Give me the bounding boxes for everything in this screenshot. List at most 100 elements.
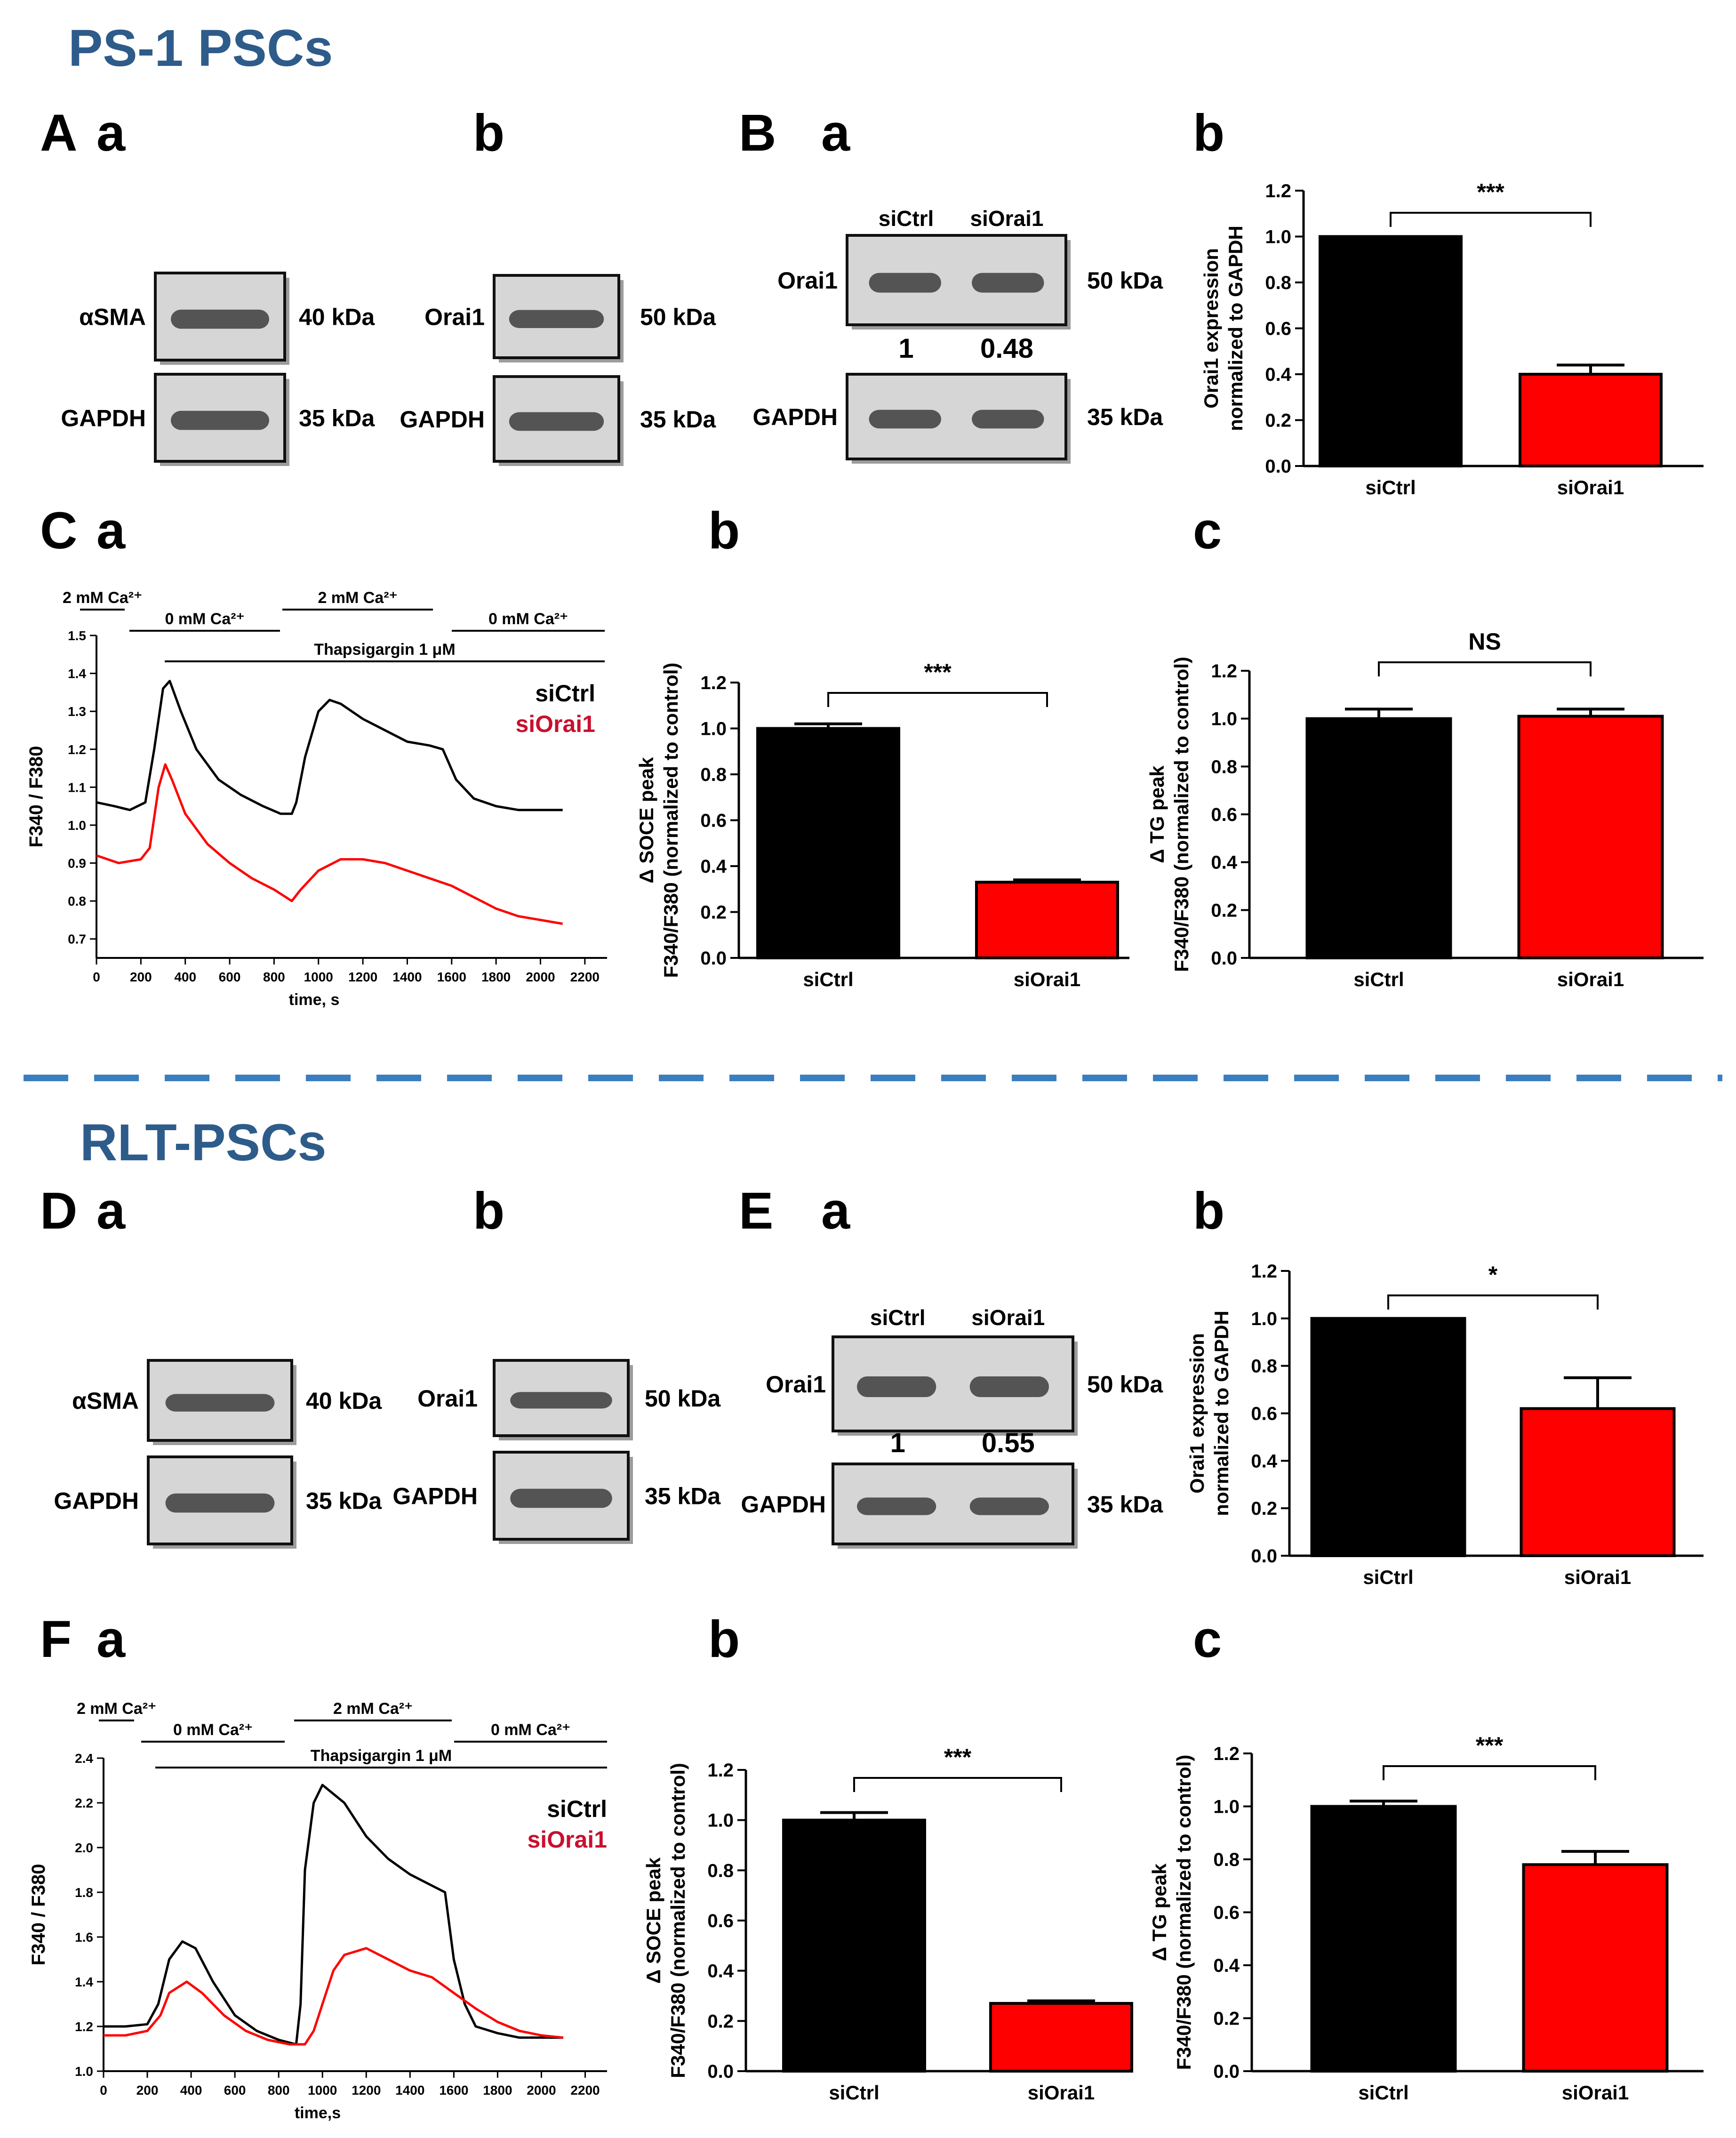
y-tick-label: 0.6 bbox=[1265, 319, 1291, 339]
blot-protein-label: Orai1 bbox=[424, 304, 485, 330]
line-chart-C-a: 0 200 400 600 800 1000 1200 1400 1600 1800 2000 220… bbox=[26, 589, 607, 1009]
panel-letter-C-c: c bbox=[1193, 502, 1222, 560]
blot-protein-label: Orai1 bbox=[417, 1385, 478, 1412]
trace-siorai1 bbox=[104, 1947, 564, 2046]
bar-siorai1 bbox=[975, 881, 1119, 959]
legend-siorai1: siOrai1 bbox=[515, 711, 595, 737]
section-title-rlt: RLT-PSCs bbox=[80, 1114, 327, 1172]
blot-protein-label: αSMA bbox=[79, 304, 146, 330]
y-tick-label: 0.4 bbox=[707, 1961, 734, 1982]
legend-sictrl: siCtrl bbox=[547, 1796, 607, 1822]
y-tick-label: 0.8 bbox=[1213, 1849, 1240, 1870]
y-axis-title: normalized to GAPDH bbox=[1224, 225, 1247, 431]
y-axis-title: Orai1 expression bbox=[1186, 1333, 1208, 1494]
significance-label: *** bbox=[944, 1744, 972, 1770]
x-tick-label: siOrai1 bbox=[1557, 476, 1624, 498]
x-tick-label: siCtrl bbox=[1363, 1566, 1413, 1588]
significance-label: *** bbox=[1477, 179, 1504, 205]
x-tick-label: 1200 bbox=[352, 2083, 381, 2098]
y-tick-label: 1.0 bbox=[1213, 1797, 1240, 1817]
x-tick-label: 1600 bbox=[439, 2083, 468, 2098]
blot-band bbox=[509, 310, 604, 328]
blot-kda-label: 35 kDa bbox=[640, 406, 716, 433]
bar-chart-C-c: 0.0 0.2 0.4 0.6 0.8 1.0 1.2 siCtrl siOrai1 NS Δ TG… bbox=[1146, 628, 1704, 990]
line-chart-F-a: 0 200 400 600 800 1000 1200 1400 1600 1800 2000 220… bbox=[28, 1700, 607, 2122]
y-tick-label: 1.0 bbox=[68, 818, 86, 833]
y-axis-title: F340/F380 (normalized to control) bbox=[660, 663, 682, 978]
blot-band bbox=[857, 1376, 936, 1397]
significance-bracket bbox=[853, 1777, 1062, 1792]
blot-band bbox=[510, 1488, 612, 1508]
significance-bracket bbox=[1378, 661, 1592, 676]
significance-bracket bbox=[1390, 212, 1592, 227]
panel-letter-E: E bbox=[739, 1182, 773, 1240]
y-axis-title: F340/F380 (normalized to control) bbox=[1170, 657, 1192, 972]
x-tick-label: 200 bbox=[136, 2083, 159, 2098]
bar-chart-E-b: 0.0 0.2 0.4 0.6 0.8 1.0 1.2 siCtrl siOrai1 * Orai1… bbox=[1186, 1261, 1704, 1588]
y-tick-label: 2.0 bbox=[75, 1841, 93, 1855]
blot-quant-value: 1 bbox=[890, 1428, 905, 1458]
y-tick-label: 1.3 bbox=[68, 704, 86, 719]
y-tick-label: 1.0 bbox=[707, 1810, 734, 1831]
y-tick-label: 0.8 bbox=[707, 1860, 734, 1881]
blot-panel-A-b: Orai1 50 kDa GAPDH 35 kDa bbox=[400, 274, 716, 466]
blot-kda-label: 40 kDa bbox=[299, 304, 375, 330]
blot-band bbox=[165, 1394, 275, 1412]
y-tick-label: 1.2 bbox=[1251, 1261, 1277, 1282]
y-tick-label: 0.4 bbox=[1251, 1451, 1277, 1471]
blot-band bbox=[869, 410, 941, 429]
x-tick-label: 600 bbox=[219, 970, 241, 984]
significance-label: * bbox=[1488, 1262, 1498, 1288]
y-tick-label: 1.1 bbox=[68, 780, 86, 795]
blot-band bbox=[171, 309, 269, 329]
blot-quant-value: 0.48 bbox=[980, 333, 1033, 364]
x-tick-label: siCtrl bbox=[1353, 968, 1404, 990]
y-tick-label: 0.0 bbox=[1265, 456, 1291, 477]
significance-label: *** bbox=[1476, 1732, 1504, 1759]
x-tick-label: siOrai1 bbox=[1028, 2082, 1095, 2104]
bar-siorai1 bbox=[989, 2002, 1133, 2073]
x-tick-label: siCtrl bbox=[1358, 2082, 1408, 2104]
significance-bracket bbox=[1387, 1294, 1599, 1310]
blot-protein-label: GAPDH bbox=[392, 1483, 478, 1510]
x-tick-label: 1800 bbox=[481, 970, 511, 984]
x-tick-label: 1600 bbox=[437, 970, 466, 984]
blot-band bbox=[969, 1376, 1049, 1397]
blot-band bbox=[857, 1497, 936, 1515]
blot-panel-D-b: Orai1 50 kDa GAPDH 35 kDa bbox=[392, 1359, 721, 1544]
panel-letter-A-b: b bbox=[473, 104, 504, 162]
blot-band bbox=[972, 410, 1044, 429]
y-tick-label: 2.4 bbox=[75, 1751, 93, 1766]
y-axis-title: F340/F380 (normalized to control) bbox=[667, 1763, 689, 2078]
y-tick-label: 0.2 bbox=[700, 902, 727, 923]
y-tick-label: 0.8 bbox=[700, 764, 727, 785]
blot-band bbox=[972, 273, 1044, 293]
x-tick-label: 800 bbox=[268, 2083, 290, 2098]
x-tick-label: 0 bbox=[100, 2083, 107, 2098]
blot-band bbox=[509, 412, 604, 431]
blot-lane-label: siCtrl bbox=[879, 206, 934, 231]
bar-sictrl bbox=[1310, 1317, 1466, 1557]
blot-kda-label: 35 kDa bbox=[299, 405, 375, 432]
trace-sictrl bbox=[96, 680, 563, 815]
y-tick-label: 1.6 bbox=[75, 1930, 93, 1945]
panel-letter-F-a: a bbox=[96, 1610, 126, 1668]
blot-protein-label: GAPDH bbox=[400, 406, 485, 433]
x-tick-label: siCtrl bbox=[829, 2082, 879, 2104]
y-tick-label: 1.2 bbox=[68, 742, 86, 757]
y-tick-label: 1.0 bbox=[700, 719, 727, 739]
x-tick-label: siOrai1 bbox=[1564, 1566, 1631, 1588]
y-tick-label: 0.4 bbox=[1211, 852, 1237, 873]
blot-kda-label: 50 kDa bbox=[645, 1385, 721, 1412]
panel-letters: A a b B a b C a b c D a b E a b F a b c bbox=[40, 104, 1224, 1668]
legend-siorai1: siOrai1 bbox=[527, 1826, 607, 1853]
bar-sictrl bbox=[1310, 1805, 1457, 2073]
panel-letter-C: C bbox=[40, 502, 77, 560]
blot-kda-label: 50 kDa bbox=[1087, 267, 1163, 294]
blot-quant-value: 1 bbox=[898, 333, 913, 364]
y-tick-label: 1.2 bbox=[707, 1760, 734, 1781]
y-axis-title: Δ SOCE peak bbox=[635, 757, 657, 884]
x-tick-label: 800 bbox=[263, 970, 285, 984]
y-tick-label: 1.0 bbox=[1211, 709, 1237, 730]
x-tick-label: siCtrl bbox=[803, 968, 853, 990]
